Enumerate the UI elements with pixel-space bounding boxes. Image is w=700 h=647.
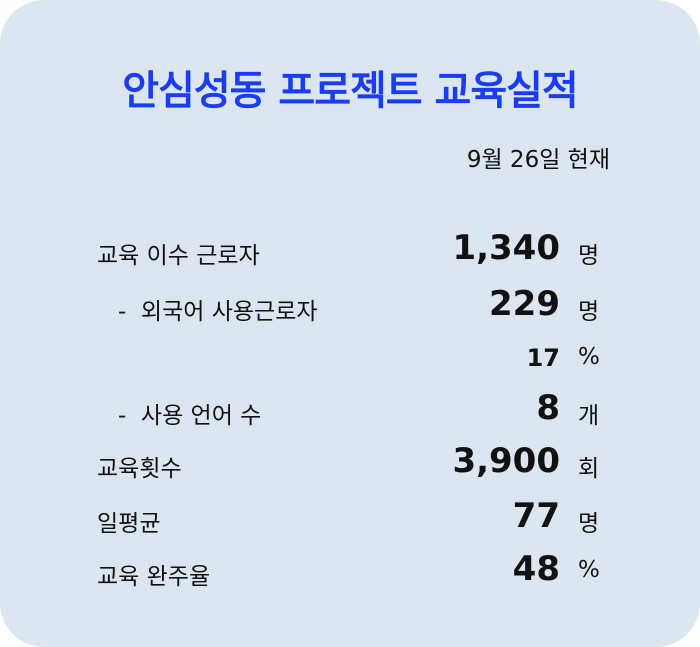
stat-row-sessions: 교육횟수 3,900 회 xyxy=(0,441,700,485)
page-title: 안심성동 프로젝트 교육실적 xyxy=(122,68,578,114)
stat-row-trained-workers: 교육 이수 근로자 1,340 명 xyxy=(0,228,700,272)
stat-unit: % xyxy=(578,344,600,370)
stat-row-completion-rate: 교육 완주율 48 % xyxy=(0,549,700,593)
stat-value: 8 xyxy=(536,388,560,428)
stat-value: 1,340 xyxy=(452,228,560,268)
stat-label: - 외국어 사용근로자 xyxy=(118,299,318,325)
stat-label: 일평균 xyxy=(97,511,161,537)
stat-unit: 회 xyxy=(578,456,600,482)
stat-row-daily-average: 일평균 77 명 xyxy=(0,496,700,540)
stat-label: 교육 이수 근로자 xyxy=(97,243,260,269)
stat-unit: % xyxy=(578,557,600,583)
stat-row-foreign-percent: 17 % xyxy=(0,336,700,380)
stat-unit: 명 xyxy=(578,299,600,325)
stat-value: 17 xyxy=(526,344,560,372)
stat-unit: 개 xyxy=(578,403,600,429)
stat-label: 교육 완주율 xyxy=(97,564,211,590)
stat-value: 229 xyxy=(489,284,560,324)
stat-value: 48 xyxy=(512,549,560,589)
as-of-date: 9월 26일 현재 xyxy=(466,147,610,173)
stat-row-languages: - 사용 언어 수 8 개 xyxy=(0,388,700,432)
stat-row-foreign-language-workers: - 외국어 사용근로자 229 명 xyxy=(0,284,700,328)
stat-unit: 명 xyxy=(578,511,600,537)
stat-label: - 사용 언어 수 xyxy=(118,403,262,429)
stat-label: 교육횟수 xyxy=(97,456,182,482)
stat-unit: 명 xyxy=(578,243,600,269)
stat-value: 77 xyxy=(512,496,560,536)
stat-value: 3,900 xyxy=(452,441,560,481)
